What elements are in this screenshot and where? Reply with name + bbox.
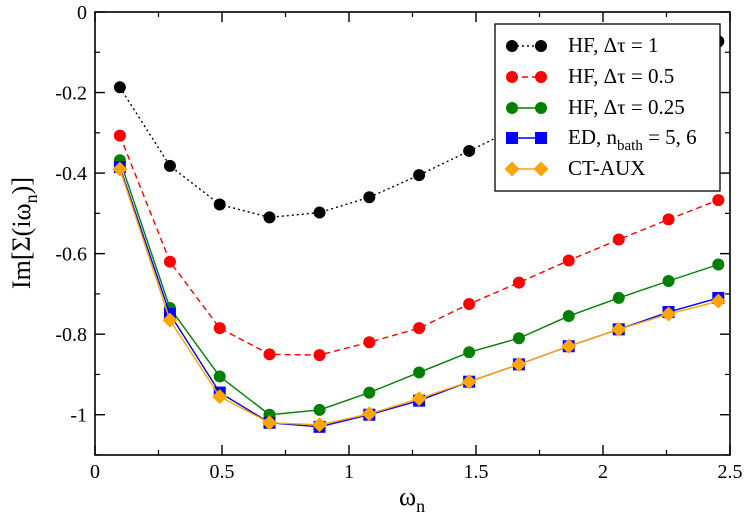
data-point (512, 332, 525, 345)
legend-label: CT-AUX (568, 156, 645, 180)
data-point (163, 159, 176, 172)
data-point (535, 132, 547, 144)
legend-label: HF, Δτ = 0.5 (568, 64, 674, 88)
data-point (213, 198, 226, 211)
y-tick-label: -0.8 (55, 324, 87, 346)
data-point (263, 211, 276, 224)
data-point (561, 338, 577, 354)
y-tick-label: -0.6 (55, 244, 87, 266)
legend-label: HF, Δτ = 0.25 (568, 95, 685, 119)
data-point (662, 275, 675, 288)
data-point (263, 348, 276, 361)
data-point (611, 321, 627, 337)
legend-label: ED, nbath = 5, 6 (568, 125, 697, 154)
data-point (535, 40, 547, 52)
data-point (612, 291, 625, 304)
data-point (506, 40, 518, 52)
data-point (162, 312, 178, 328)
data-point (535, 102, 547, 114)
data-point (212, 389, 228, 405)
data-point (612, 233, 625, 246)
data-point (163, 255, 176, 268)
data-point (363, 191, 376, 204)
data-point (361, 406, 377, 422)
legend-items: HF, Δτ = 1 HF, Δτ = 0.5 HF, Δτ = 0.25 ED… (504, 33, 697, 180)
y-axis-title: Im[Σ(iωn)] (7, 177, 41, 289)
data-point (504, 161, 520, 177)
data-point (712, 194, 725, 207)
data-point (313, 349, 326, 362)
data-point (712, 258, 725, 271)
data-point (463, 297, 476, 310)
data-point (511, 356, 527, 372)
x-tick-label: 1.5 (464, 461, 489, 483)
data-point (662, 213, 675, 226)
y-tick-label: -0.2 (55, 83, 87, 105)
data-point (512, 276, 525, 289)
data-point (562, 254, 575, 267)
data-point (213, 370, 226, 383)
x-tick-label: 0 (90, 461, 100, 483)
x-tick-label: 0.5 (210, 461, 235, 483)
series (112, 161, 726, 433)
data-point (463, 144, 476, 157)
y-tick-label: 0 (77, 2, 87, 24)
data-point (213, 322, 226, 335)
x-tick-label: 2 (598, 461, 608, 483)
data-point (363, 386, 376, 399)
series (113, 129, 725, 362)
data-point (661, 306, 677, 322)
data-point (506, 71, 518, 83)
data-point (413, 169, 426, 182)
data-point (113, 129, 126, 142)
data-point (506, 102, 518, 114)
data-point (363, 336, 376, 349)
data-point (535, 71, 547, 83)
axes-layer: 0 0.5 1 1.5 2 2.5 0 -0.2 -0.4 -0.6 -0.8 -1 (55, 2, 742, 483)
series (113, 154, 725, 421)
data-point (533, 161, 549, 177)
data-point (413, 322, 426, 335)
data-point (313, 206, 326, 219)
data-point (710, 293, 726, 309)
x-axis-title: ωn (399, 482, 425, 516)
data-point (312, 417, 328, 433)
x-tick-label: 2.5 (718, 461, 743, 483)
data-point (506, 132, 518, 144)
data-point (562, 310, 575, 323)
data-point (113, 81, 126, 94)
legend: HF, Δτ = 1 HF, Δτ = 0.5 HF, Δτ = 0.25 ED… (494, 23, 721, 192)
data-point (112, 161, 128, 177)
legend-label: HF, Δτ = 1 (568, 33, 658, 57)
data-point (261, 415, 277, 431)
data-point (463, 346, 476, 359)
y-tick-label: -0.4 (55, 163, 87, 185)
data-point (411, 391, 427, 407)
data-point (313, 403, 326, 416)
y-tick-label: -1 (70, 405, 87, 427)
data-point (413, 366, 426, 379)
data-point (461, 374, 477, 390)
x-tick-label: 1 (344, 461, 354, 483)
